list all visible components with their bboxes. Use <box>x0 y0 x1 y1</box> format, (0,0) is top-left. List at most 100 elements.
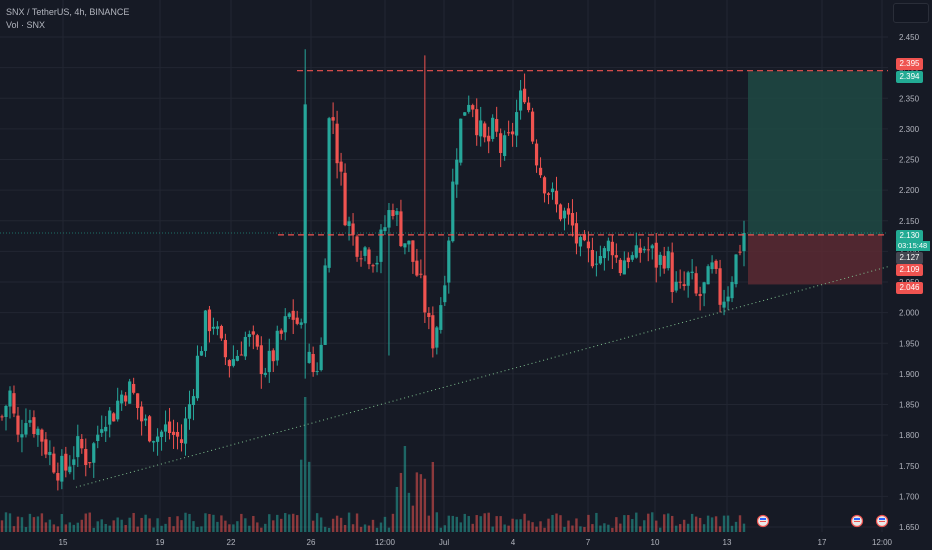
volume-bar <box>395 486 399 532</box>
volume-bar <box>678 524 682 532</box>
candle-body <box>618 259 622 274</box>
volume-bar <box>80 519 83 532</box>
volume-bar <box>487 512 490 532</box>
candle-body <box>355 236 359 257</box>
time-tick-label: 10 <box>651 538 660 547</box>
candle-body <box>515 112 519 136</box>
candle-body <box>8 390 12 407</box>
stop-loss-zone <box>748 234 882 285</box>
volume-indicator-label[interactable]: Vol · SNX <box>6 20 46 30</box>
candle-body <box>542 177 547 194</box>
candle-body <box>630 255 634 260</box>
candle-body <box>590 250 595 267</box>
candle-body <box>634 245 638 258</box>
volume-bar <box>108 525 111 532</box>
stop-loss-price-label: 2.046 <box>896 282 923 294</box>
volume-bar <box>152 527 155 532</box>
volume-bar <box>331 518 335 532</box>
flag-icon <box>875 514 889 528</box>
candle-body <box>311 353 315 373</box>
volume-bar <box>260 527 263 532</box>
volume-bar <box>451 515 454 532</box>
candle-body <box>72 459 76 465</box>
volume-bar <box>252 515 255 532</box>
volume-bar <box>359 526 363 532</box>
candle-body <box>455 159 459 185</box>
candle-body <box>199 351 204 356</box>
volume-bar <box>587 514 590 532</box>
candle-body <box>343 172 347 226</box>
volume-bar <box>431 462 435 532</box>
chart-settings-button[interactable] <box>893 3 929 23</box>
candle-body <box>275 330 279 361</box>
volume-bar <box>523 513 526 532</box>
time-tick-label: 15 <box>59 538 68 547</box>
volume-bar <box>272 520 275 532</box>
candle-body <box>626 257 630 263</box>
volume-bar <box>571 525 574 532</box>
candle-body <box>36 428 40 436</box>
candle-body <box>483 123 487 138</box>
volume-bar <box>479 516 482 532</box>
price-tick-label: 1.800 <box>899 431 920 440</box>
time-tick-label: 12:00 <box>872 538 893 547</box>
candle-body <box>144 418 148 421</box>
volume-bar <box>670 515 674 532</box>
volume-bar <box>224 520 227 532</box>
volume-bar <box>427 515 431 532</box>
volume-bar <box>132 512 135 532</box>
volume-bar <box>714 516 718 532</box>
candle-body <box>219 325 224 339</box>
drawn-lines <box>0 70 889 528</box>
volume-bar <box>256 522 259 532</box>
candle-body <box>116 400 120 420</box>
price-tick-label: 1.950 <box>899 339 920 348</box>
volume-bar <box>347 512 351 532</box>
volume-bar <box>292 513 295 532</box>
candle-body <box>682 284 686 286</box>
volume-bar <box>643 520 646 532</box>
candle-body <box>231 359 235 366</box>
volume-bar <box>168 516 171 532</box>
volume-bars <box>0 397 746 532</box>
candle-body <box>211 326 216 329</box>
volume-bar <box>507 525 510 532</box>
volume-bar <box>124 525 127 532</box>
candle-body <box>686 272 690 286</box>
volume-bar <box>311 520 315 532</box>
time-tick-label: 22 <box>227 538 236 547</box>
volume-bar <box>160 525 163 532</box>
event-marker-flag <box>760 518 766 520</box>
candle-body <box>427 312 431 318</box>
candle-body <box>331 117 335 121</box>
candle-body <box>491 117 495 139</box>
candle-body <box>299 322 303 325</box>
volume-bar <box>463 513 466 532</box>
volume-bar <box>268 514 271 532</box>
candle-body <box>718 268 722 305</box>
candle-body <box>175 431 180 437</box>
candle-body <box>203 310 208 351</box>
candle-body <box>487 135 491 142</box>
symbol-title[interactable]: SNX / TetherUS, 4h, BINANCE <box>6 7 130 17</box>
volume-bar <box>682 519 686 532</box>
candle-body <box>499 133 503 153</box>
candle-body <box>235 355 239 361</box>
candle-body <box>255 335 259 347</box>
volume-bar <box>403 446 407 532</box>
candle-body <box>239 354 243 356</box>
volume-bar <box>363 524 367 532</box>
candle-body <box>570 213 575 226</box>
candle-body <box>0 416 4 418</box>
candle-body <box>586 241 591 249</box>
candlesticks <box>0 49 746 491</box>
candle-body <box>710 262 714 270</box>
volume-bar <box>72 524 76 532</box>
price-tick-label: 1.700 <box>899 492 920 501</box>
volume-bar <box>595 512 598 532</box>
volume-bar <box>627 515 630 532</box>
candle-body <box>395 211 399 215</box>
candle-body <box>614 255 618 258</box>
candle-body <box>183 418 188 444</box>
